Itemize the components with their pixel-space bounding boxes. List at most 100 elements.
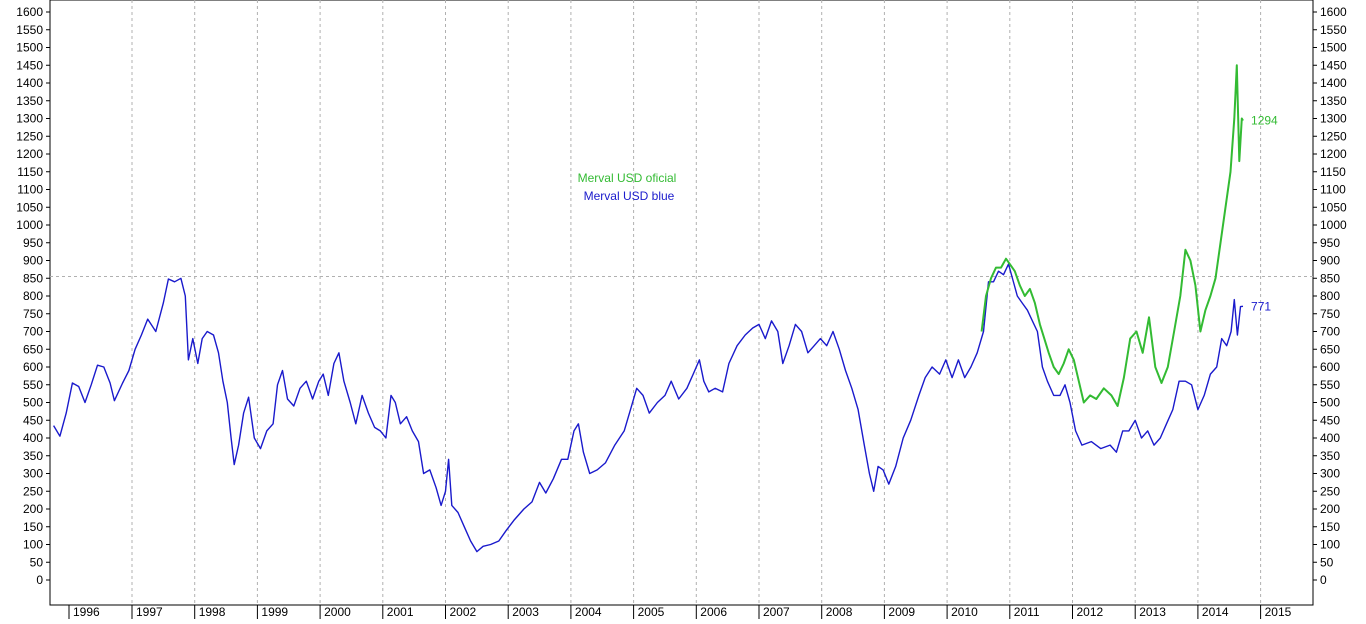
y-tick-label-left: 450 [23,413,43,427]
y-tick-label-right: 1500 [1320,41,1347,55]
grid-lines [50,0,1313,605]
y-tick-label-left: 1300 [16,112,43,126]
y-tick-label-right: 1250 [1320,129,1347,143]
y-tick-label-left: 550 [23,378,43,392]
y-tick-label-right: 750 [1320,307,1340,321]
y-tick-label-left: 50 [30,555,44,569]
y-tick-label-left: 1200 [16,147,43,161]
y-tick-label-left: 500 [23,396,43,410]
x-tick-label: 1998 [199,605,226,619]
end-value-label-blue: 771 [1251,299,1271,313]
y-tick-label-right: 900 [1320,254,1340,268]
y-tick-label-right: 200 [1320,502,1340,516]
y-tick-label-left: 300 [23,467,43,481]
y-tick-label-left: 250 [23,484,43,498]
y-tick-label-left: 0 [36,573,43,587]
y-tick-label-left: 700 [23,325,43,339]
y-tick-label-right: 1450 [1320,58,1347,72]
y-tick-label-right: 850 [1320,271,1340,285]
y-tick-label-right: 800 [1320,289,1340,303]
y-tick-label-right: 50 [1320,555,1334,569]
y-tick-label-right: 400 [1320,431,1340,445]
x-tick-label: 2013 [1139,605,1166,619]
y-tick-label-left: 600 [23,360,43,374]
y-tick-label-right: 300 [1320,467,1340,481]
y-tick-label-left: 350 [23,449,43,463]
x-tick-label: 2000 [324,605,351,619]
y-tick-label-right: 1600 [1320,5,1347,19]
y-tick-label-right: 1200 [1320,147,1347,161]
series-line-oficial [980,64,1244,407]
plot-area [49,0,1314,606]
y-tick-label-right: 350 [1320,449,1340,463]
y-tick-label-right: 700 [1320,325,1340,339]
axes: 0 0 50 50 100 100 150 150 200 200 250 250 300 300 350 3… [16,5,1347,619]
x-tick-label: 2003 [512,605,539,619]
legend: Merval USD oficial Merval USD blue [578,171,677,203]
y-tick-label-left: 150 [23,520,43,534]
y-tick-label-left: 1150 [17,165,43,179]
y-tick-label-right: 600 [1320,360,1340,374]
y-tick-label-right: 100 [1320,538,1340,552]
y-tick-label-left: 1600 [16,5,43,19]
y-tick-label-left: 850 [23,271,43,285]
x-tick-label: 2002 [450,605,477,619]
y-tick-label-left: 1450 [16,58,43,72]
y-tick-label-right: 1350 [1320,94,1347,108]
x-tick-label: 2001 [387,605,414,619]
x-tick-label: 2007 [763,605,790,619]
x-tick-label: 2010 [951,605,978,619]
x-tick-label: 2005 [638,605,665,619]
x-tick-label: 2015 [1265,605,1292,619]
y-tick-label-right: 550 [1320,378,1340,392]
y-tick-label-right: 1100 [1320,183,1346,197]
y-tick-label-left: 1500 [16,41,43,55]
x-tick-label: 2014 [1202,605,1229,619]
y-tick-label-left: 1250 [16,129,43,143]
end-value-labels: 771 1294 [1251,114,1278,314]
y-tick-label-right: 1400 [1320,76,1347,90]
y-tick-label-left: 900 [23,254,43,268]
y-tick-label-left: 1550 [16,23,43,37]
y-tick-label-left: 200 [23,502,43,516]
y-tick-label-left: 1000 [16,218,43,232]
y-tick-label-left: 400 [23,431,43,445]
y-tick-label-left: 1400 [16,76,43,90]
x-tick-label: 2009 [888,605,915,619]
y-tick-label-right: 450 [1320,413,1340,427]
y-tick-label-left: 1100 [17,183,43,197]
y-tick-label-right: 1150 [1320,165,1346,179]
x-tick-label: 2008 [826,605,853,619]
end-value-label-oficial: 1294 [1251,114,1278,128]
y-tick-label-right: 1000 [1320,218,1347,232]
x-tick-label: 1997 [136,605,163,619]
legend-entry-oficial: Merval USD oficial [578,171,677,185]
y-tick-label-left: 650 [23,342,43,356]
series-group [52,64,1244,553]
y-tick-label-right: 1050 [1320,200,1347,214]
y-tick-label-left: 750 [23,307,43,321]
legend-entry-blue: Merval USD blue [584,189,675,203]
x-tick-label: 2012 [1077,605,1104,619]
y-tick-label-right: 500 [1320,396,1340,410]
series-line-blue [52,263,1244,553]
x-tick-label: 2006 [700,605,727,619]
x-tick-label: 1996 [73,605,100,619]
y-tick-label-right: 0 [1320,573,1327,587]
y-tick-label-right: 650 [1320,342,1340,356]
y-tick-label-left: 1050 [16,200,43,214]
y-tick-label-right: 250 [1320,484,1340,498]
y-tick-label-right: 950 [1320,236,1340,250]
y-tick-label-right: 1550 [1320,23,1347,37]
y-tick-label-right: 1300 [1320,112,1347,126]
y-tick-label-left: 800 [23,289,43,303]
x-tick-label: 2004 [575,605,602,619]
x-tick-label: 2011 [1014,605,1040,619]
y-tick-label-left: 1350 [16,94,43,108]
y-tick-label-left: 100 [23,538,43,552]
x-tick-label: 1999 [261,605,288,619]
y-tick-label-right: 150 [1320,520,1340,534]
y-tick-label-left: 950 [23,236,43,250]
